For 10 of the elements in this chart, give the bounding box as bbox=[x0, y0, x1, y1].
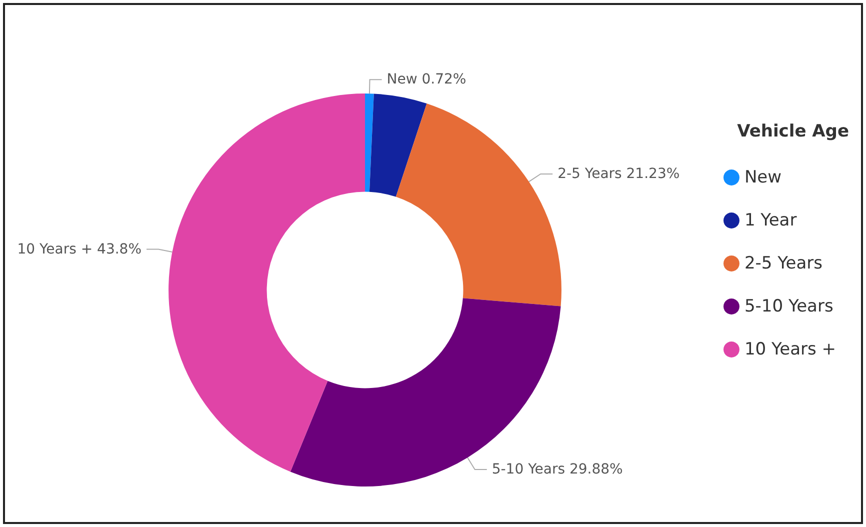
legend-label: 10 Years + bbox=[744, 340, 836, 360]
legend-label: 1 Year bbox=[744, 210, 797, 230]
data-label: 5-10 Years 29.88% bbox=[492, 462, 623, 478]
data-label: 2-5 Years 21.23% bbox=[558, 166, 680, 182]
data-label: 10 Years + 43.8% bbox=[17, 241, 142, 258]
legend-label: 5-10 Years bbox=[744, 296, 834, 316]
legend-label: 2-5 Years bbox=[744, 254, 823, 274]
legend-title: Vehicle Age bbox=[737, 122, 850, 142]
data-label: New 0.72% bbox=[386, 72, 466, 88]
legend-label: New bbox=[744, 168, 782, 188]
